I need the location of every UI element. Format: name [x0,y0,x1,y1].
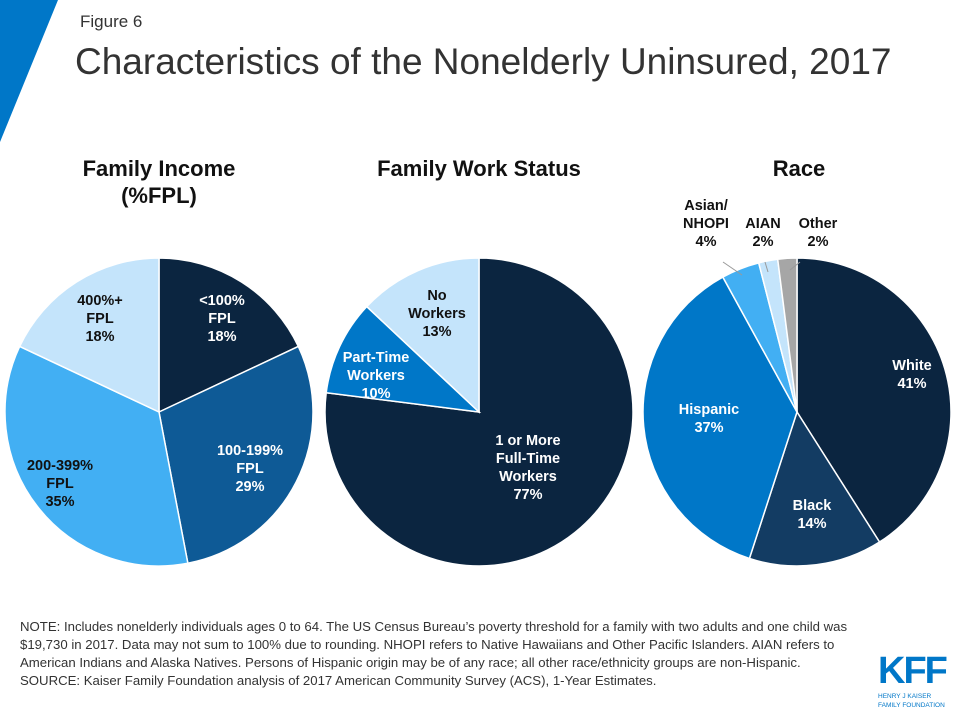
pie-charts: <100% FPL 18% 100-199% FPL 29% 200-399% FPL 35% 4… [4,198,952,567]
kff-logo: KFF HENRY J KAISER FAMILY FOUNDATION [878,650,948,709]
slice-label: 1 or More Full-Time Workers 77% [495,433,560,503]
pie-slice [748,410,881,567]
corner-accent [0,0,58,142]
slice-label: Other 2% [799,216,838,250]
pie-slice [4,345,189,567]
slice-label: 100-199% FPL 29% [217,443,283,495]
slice-label: <100% FPL 18% [199,293,245,345]
slice-label: Hispanic 37% [679,402,739,436]
chart-title-work: Family Work Status [377,156,581,181]
slice-label: 200-399% FPL 35% [27,458,93,510]
leader-line [722,261,743,276]
pie-slice [18,257,160,414]
slice-label: AIAN 2% [745,216,780,250]
slice-label: Part-Time Workers 10% [343,350,410,402]
slice-label: No Workers 13% [408,288,466,340]
pie-slice [325,305,482,414]
pie-slice [776,257,798,413]
pie-slice [796,257,952,544]
figure-label: Figure 6 [80,12,143,31]
slice-label: White 41% [892,358,931,392]
chart-title-income: Family Income (%FPL) [82,156,236,208]
pie-slice [158,257,300,414]
slice-label: Asian/NHOPI 4% [683,198,729,250]
leader-line [789,261,801,271]
pie-slice [324,257,634,567]
slice-label: Black 14% [793,498,833,532]
pie-slice [365,257,480,414]
pie-slice [642,276,798,560]
slice-label: 400%+ FPL 18% [77,293,123,345]
page-title: Characteristics of the Nonelderly Uninsu… [75,41,892,82]
footnote: NOTE: Includes nonelderly individuals ag… [20,619,848,688]
chart-title-race: Race [772,156,826,181]
leader-line [764,261,769,273]
pie-slice [158,345,314,565]
